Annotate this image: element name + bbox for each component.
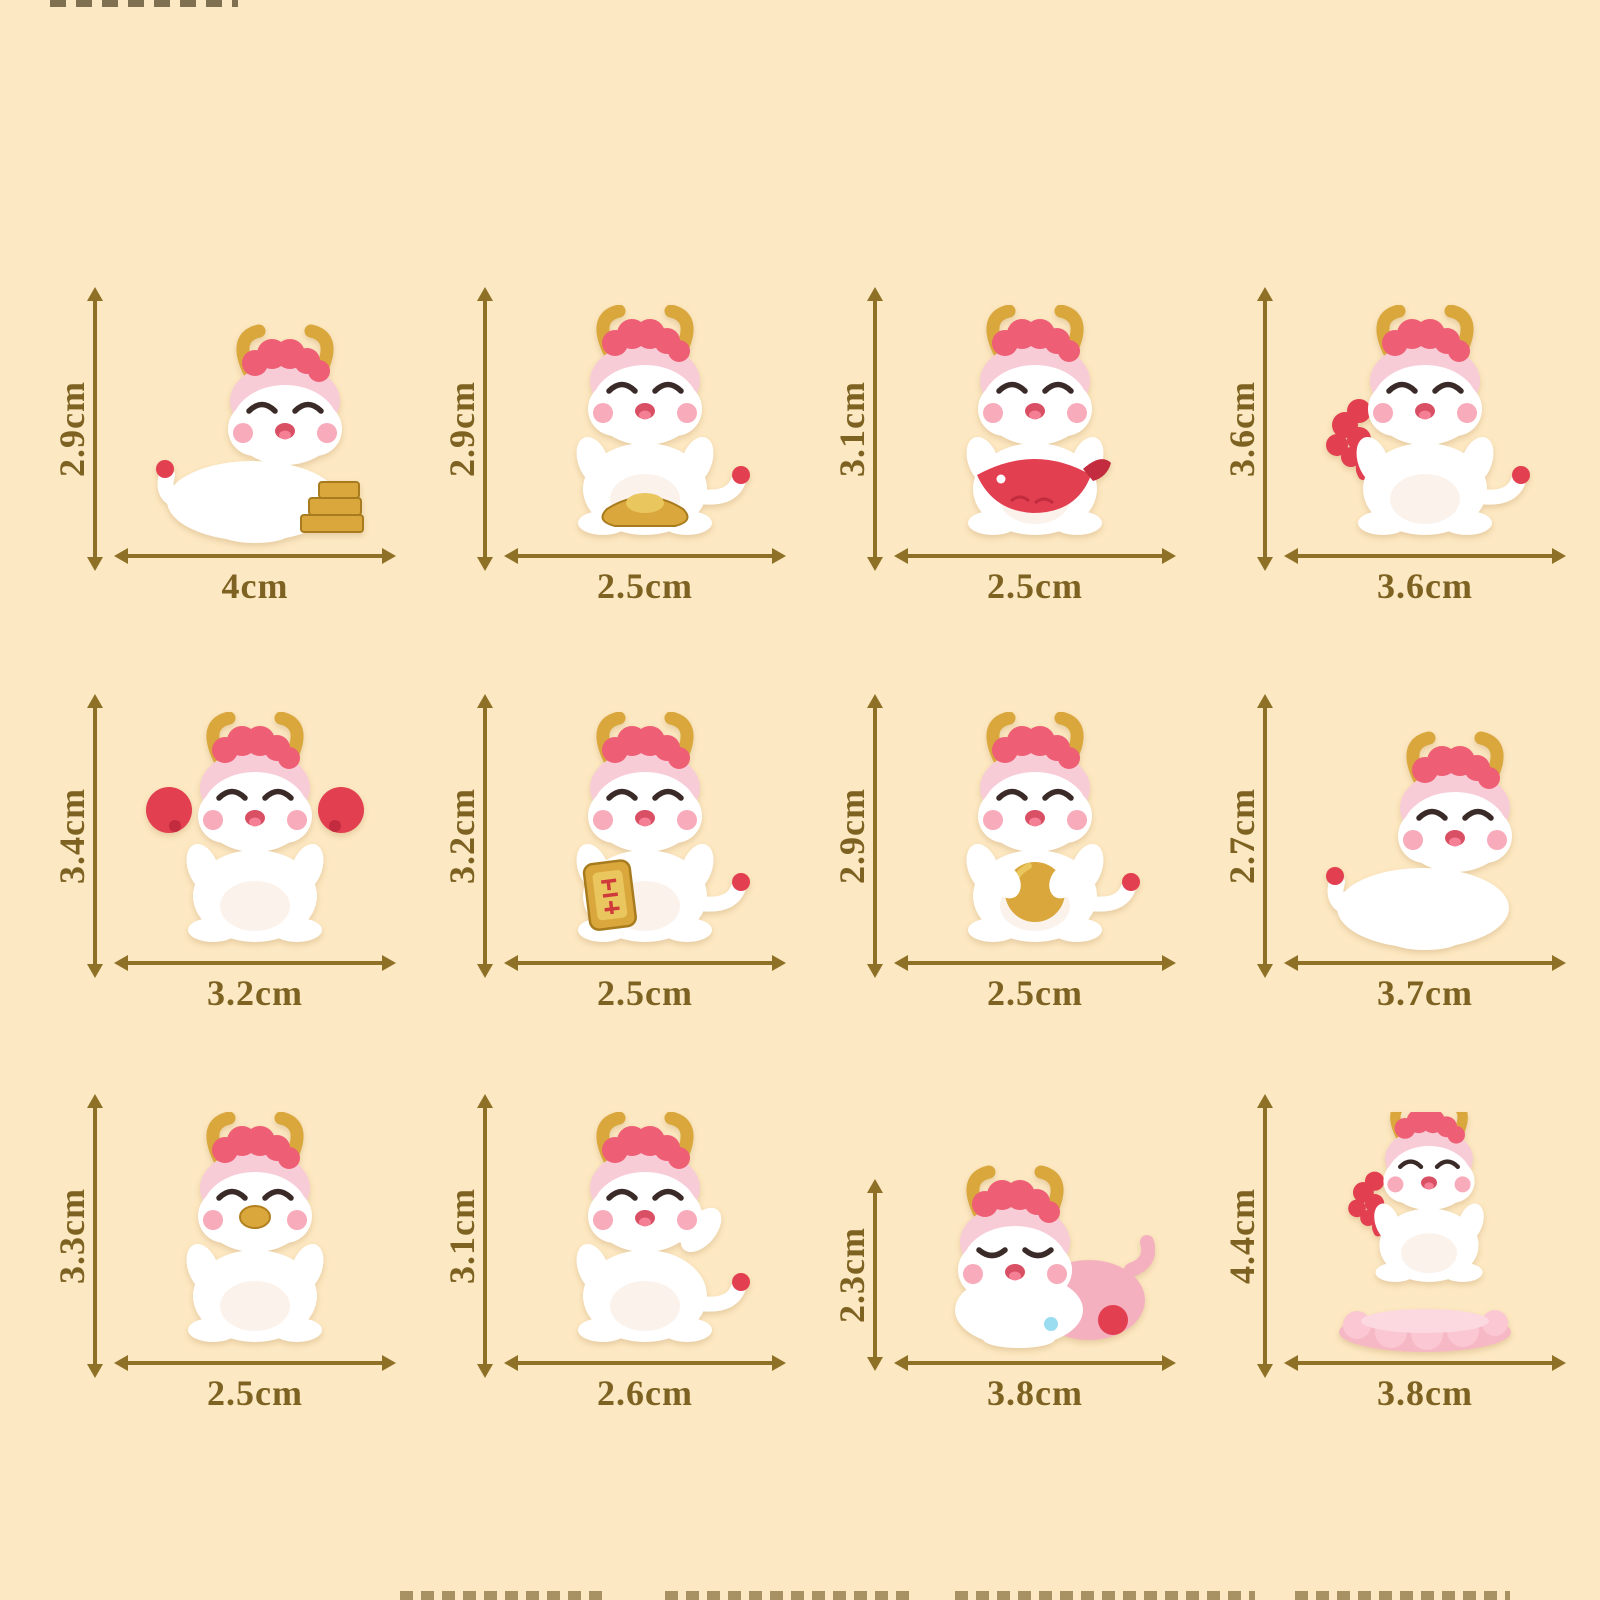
width-label: 2.5cm — [597, 566, 693, 606]
height-label: 3.4cm — [52, 788, 92, 884]
dragon-figurine-art — [1326, 731, 1512, 950]
width-label: 2.6cm — [597, 1373, 693, 1413]
height-arrow — [87, 694, 103, 978]
figure-cell-dragon-reclining-on-gold-bars: 2.9cm — [40, 283, 430, 623]
cropped-text-fragment-bottom — [400, 1591, 610, 1600]
dragon-figurine-image — [1305, 304, 1545, 555]
dragon-figurine-image — [1305, 712, 1545, 962]
dragon-figurine-art — [1339, 1097, 1511, 1352]
width-arrow — [894, 955, 1176, 971]
height-arrow — [1257, 1094, 1273, 1378]
height-arrow — [867, 287, 883, 571]
height-arrow — [867, 694, 883, 978]
dragon-figurine-art — [955, 1165, 1156, 1348]
figure-cell-dragon-lying-down: 2.7cm 3.7cm — [1210, 690, 1600, 1030]
height-label: 2.9cm — [52, 381, 92, 477]
height-arrow — [867, 1179, 883, 1371]
dragon-figurine-art — [576, 1111, 750, 1342]
width-label: 3.6cm — [1377, 566, 1473, 606]
height-arrow — [477, 694, 493, 978]
width-label: 4cm — [221, 566, 289, 606]
height-label: 3.3cm — [52, 1188, 92, 1284]
width-arrow — [1284, 548, 1566, 564]
height-arrow — [87, 287, 103, 571]
width-arrow — [894, 548, 1176, 564]
width-arrow — [1284, 955, 1566, 971]
height-label: 4.4cm — [1222, 1188, 1262, 1284]
figure-cell-dragon-holding-gold-ball: 2.9cm — [820, 690, 1210, 1030]
height-arrow — [1257, 694, 1273, 978]
height-label: 2.9cm — [442, 381, 482, 477]
dragon-figurine-art — [186, 1111, 324, 1342]
dragon-figurine-image — [525, 1111, 765, 1362]
height-label: 2.7cm — [1222, 788, 1262, 884]
width-label: 2.5cm — [207, 1373, 303, 1413]
figure-cell-dragon-sleeping: 2.3cm 3.8cm — [820, 1090, 1210, 1430]
figure-cell-dragon-holding-gold-sign: 3.2cm — [430, 690, 820, 1030]
size-chart-row-1: 2.9cm — [40, 283, 1600, 623]
height-arrow — [477, 1094, 493, 1378]
width-label: 2.5cm — [987, 973, 1083, 1013]
width-label: 2.5cm — [597, 973, 693, 1013]
figure-cell-dragon-with-red-flower-tail: 3.6cm — [1210, 283, 1600, 623]
size-chart-row-2: 3.4cm — [40, 690, 1600, 1030]
height-label: 3.1cm — [442, 1188, 482, 1284]
dragon-figurine-art — [966, 304, 1111, 535]
width-arrow — [1284, 1355, 1566, 1371]
height-arrow — [1257, 287, 1273, 571]
width-arrow — [894, 1355, 1176, 1371]
figure-cell-dragon-with-gold-snout: 3.3cm 2.5cm — [40, 1090, 430, 1430]
height-label: 2.3cm — [832, 1227, 872, 1323]
cropped-text-fragment-bottom — [1295, 1591, 1510, 1600]
figure-cell-dragon-waving: 3.1cm — [430, 1090, 820, 1430]
width-label: 3.8cm — [1377, 1373, 1473, 1413]
cropped-text-fragment-bottom — [955, 1591, 1255, 1600]
dragon-figurine-art — [146, 711, 364, 942]
dragon-figurine-image — [135, 711, 375, 962]
figure-cell-dragon-with-red-balls: 3.4cm — [40, 690, 430, 1030]
height-label: 2.9cm — [832, 788, 872, 884]
dragon-figurine-image — [525, 711, 765, 962]
height-arrow — [477, 287, 493, 571]
dragon-figurine-image — [1305, 1097, 1545, 1362]
height-label: 3.6cm — [1222, 381, 1262, 477]
figure-cell-dragon-on-pink-lotus: 4.4cm — [1210, 1090, 1600, 1430]
width-label: 2.5cm — [987, 566, 1083, 606]
width-arrow — [504, 548, 786, 564]
height-label: 3.2cm — [442, 788, 482, 884]
dragon-figurine-image — [915, 1112, 1156, 1362]
height-arrow — [87, 1094, 103, 1378]
width-arrow — [504, 955, 786, 971]
dragon-figurine-art — [576, 304, 750, 535]
width-label: 3.2cm — [207, 973, 303, 1013]
cropped-text-fragment-bottom — [665, 1591, 915, 1600]
cropped-text-fragment-top — [50, 0, 238, 7]
dragon-figurine-image — [525, 304, 765, 555]
dragon-figurine-art — [156, 324, 364, 543]
height-label: 3.1cm — [832, 381, 872, 477]
figure-cell-dragon-holding-gold-ingot: 2.9cm — [430, 283, 820, 623]
dragon-figurine-art — [966, 711, 1140, 942]
dragon-figurine-image — [915, 711, 1155, 962]
dragon-figurine-image — [915, 304, 1155, 555]
dragon-figurine-art — [576, 711, 750, 942]
width-label: 3.8cm — [987, 1373, 1083, 1413]
width-label: 3.7cm — [1377, 973, 1473, 1013]
dragon-figurine-art — [1326, 304, 1530, 535]
width-arrow — [114, 1355, 396, 1371]
dragon-figurine-image — [135, 305, 375, 555]
size-chart-row-3: 3.3cm 2.5cm — [40, 1090, 1600, 1430]
width-arrow — [504, 1355, 786, 1371]
width-arrow — [114, 955, 396, 971]
dragon-figurine-image — [135, 1111, 375, 1362]
figure-cell-dragon-hugging-red-fish: 3.1cm — [820, 283, 1210, 623]
width-arrow — [114, 548, 396, 564]
